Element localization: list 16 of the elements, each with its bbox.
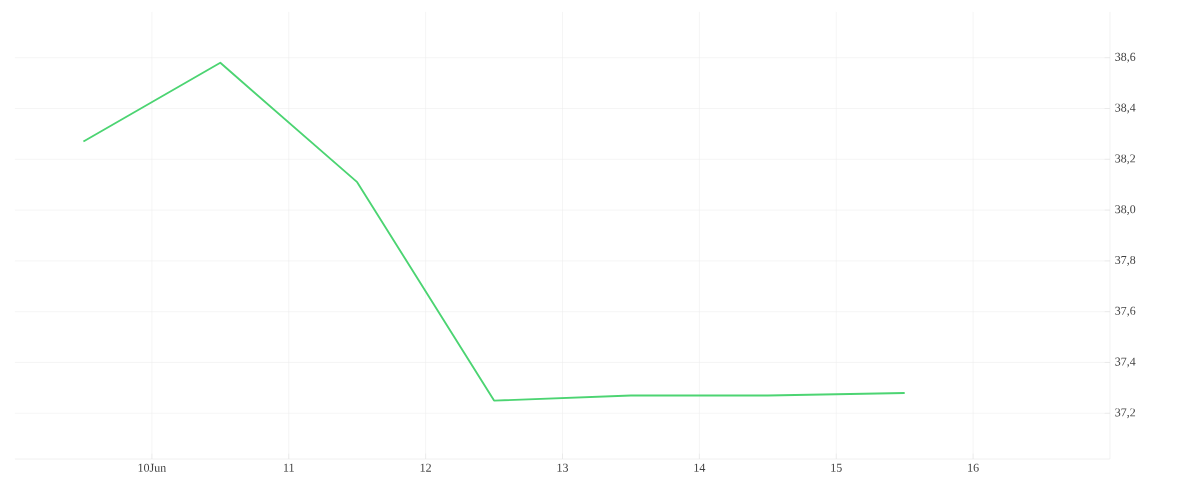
x-tick-label: 11 [284,463,294,472]
y-tick-label: 38,0 [1115,205,1136,216]
y-tick-label: 38,6 [1115,52,1136,63]
y-tick-label: 37,6 [1115,306,1136,317]
y-tick-label: 37,4 [1115,357,1136,368]
y-tick-label: 37,2 [1115,408,1136,419]
x-tick-label: 13 [557,463,569,472]
y-tick-label: 38,2 [1115,154,1136,165]
y-tick-label: 38,4 [1115,103,1136,114]
x-tick-label: 16 [968,463,979,472]
line-series [82,61,906,402]
y-tick-label: 37,8 [1115,255,1136,266]
x-tick-label: 14 [694,463,706,472]
x-tick-label: 15 [831,463,842,472]
x-tick-label: 10Jun [138,463,167,472]
x-tick-label: 12 [420,463,431,472]
